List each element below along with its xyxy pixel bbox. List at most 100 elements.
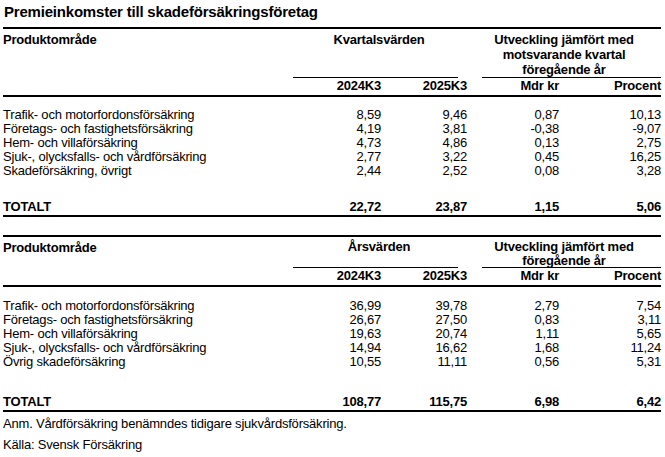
value-cell: 11,24 [559, 341, 661, 355]
table-row: Skadeförsäkring, övrigt 2,44 2,52 0,08 3… [3, 164, 661, 178]
group-header-label: Kvartalsvärden [291, 32, 467, 47]
value-cell: 1,68 [467, 341, 559, 355]
total-value-cell: 23,87 [381, 200, 467, 216]
group-header-label: Utveckling jämfört med föregående år [467, 240, 661, 268]
table-row: Trafik- och motorfordonsförsäkring 8,59 … [3, 108, 661, 122]
value-cell: 3,28 [559, 164, 661, 178]
rule-under-change-group [482, 77, 661, 78]
group-header-change: Utveckling jämfört med föregående år [467, 236, 661, 268]
table-header-row: Produktområde Årsvärden Utveckling jämfö… [3, 236, 661, 268]
product-cell: Trafik- och motorfordonsförsäkring [3, 299, 291, 313]
total-value-cell: 6,42 [559, 395, 661, 411]
value-cell: 5,31 [559, 355, 661, 369]
product-cell: Skadeförsäkring, övrigt [3, 164, 291, 178]
value-cell: 36,99 [291, 299, 381, 313]
rule-under-values-group [293, 77, 458, 78]
total-row: TOTALT 22,72 23,87 1,15 5,06 [3, 200, 661, 216]
product-cell: Företags- och fastighetsförsäkring [3, 313, 291, 327]
product-column-header: Produktområde [3, 28, 291, 78]
group-header-change: Utveckling jämfört med motsvarande kvart… [467, 28, 661, 78]
value-cell: 14,94 [291, 341, 381, 355]
value-cell: 3,11 [559, 313, 661, 327]
total-value-cell: 108,77 [291, 395, 381, 411]
column-header-2024k3: 2024K3 [291, 268, 381, 286]
value-cell: 0,08 [467, 164, 559, 178]
total-value-cell: 115,75 [381, 395, 467, 411]
product-cell: Sjuk-, olycksfalls- och vårdförsäkring [3, 150, 291, 164]
value-cell: 4,19 [291, 122, 381, 136]
value-cell: 4,86 [381, 136, 467, 150]
table-row: Hem- och villaförsäkring 4,73 4,86 0,13 … [3, 136, 661, 150]
value-cell: 39,78 [381, 299, 467, 313]
empty-cell [3, 78, 291, 96]
value-cell: 7,54 [559, 299, 661, 313]
value-cell: -9,07 [559, 122, 661, 136]
value-cell: 4,73 [291, 136, 381, 150]
value-cell: 16,62 [381, 341, 467, 355]
product-cell: Företags- och fastighetsförsäkring [3, 122, 291, 136]
value-cell: 2,75 [559, 136, 661, 150]
rule-under-change-group [482, 267, 661, 268]
column-header-2025k3: 2025K3 [381, 268, 467, 286]
value-cell: 0,83 [467, 313, 559, 327]
value-cell: 3,81 [381, 122, 467, 136]
value-cell: 26,67 [291, 313, 381, 327]
table-row: Företags- och fastighetsförsäkring 26,67… [3, 313, 661, 327]
value-cell: 9,46 [381, 108, 467, 122]
product-cell: Övrig skadeförsäkring [3, 355, 291, 369]
footnote-source: Källa: Svensk Försäkring [3, 437, 142, 452]
rule-under-values-group [293, 267, 458, 268]
value-cell: 2,79 [467, 299, 559, 313]
value-cell: -0,38 [467, 122, 559, 136]
column-header-row: 2024K3 2025K3 Mdr kr Procent [3, 268, 661, 286]
quarterly-values-table: Produktområde Kvartalsvärden Utveckling … [3, 27, 661, 217]
group-header-quarterly-values: Kvartalsvärden [291, 28, 467, 78]
value-cell: 0,13 [467, 136, 559, 150]
group-header-label: Utveckling jämfört med motsvarande kvart… [467, 32, 661, 77]
total-value-cell: 5,06 [559, 200, 661, 216]
value-cell: 2,52 [381, 164, 467, 178]
value-cell: 0,45 [467, 150, 559, 164]
spacer-row [3, 369, 661, 395]
value-cell: 2,77 [291, 150, 381, 164]
group-header-annual-values: Årsvärden [291, 236, 467, 268]
value-cell: 5,65 [559, 327, 661, 341]
total-value-cell: 22,72 [291, 200, 381, 216]
product-cell: Trafik- och motorfordonsförsäkring [3, 108, 291, 122]
group-header-label: Årsvärden [291, 240, 467, 254]
column-header-2025k3: 2025K3 [381, 78, 467, 96]
value-cell: 1,11 [467, 327, 559, 341]
column-header-procent: Procent [559, 78, 661, 96]
value-cell: 16,25 [559, 150, 661, 164]
total-value-cell: 6,98 [467, 395, 559, 411]
spacer-row [3, 178, 661, 200]
column-header-row: 2024K3 2025K3 Mdr kr Procent [3, 78, 661, 96]
product-cell: Sjuk-, olycksfalls- och vårdförsäkring [3, 341, 291, 355]
value-cell: 20,74 [381, 327, 467, 341]
column-header-mdr-kr: Mdr kr [467, 78, 559, 96]
value-cell: 10,13 [559, 108, 661, 122]
table-header-row: Produktområde Kvartalsvärden Utveckling … [3, 28, 661, 78]
product-cell: Hem- och villaförsäkring [3, 327, 291, 341]
annual-values-table: Produktområde Årsvärden Utveckling jämfö… [3, 235, 661, 412]
column-header-procent: Procent [559, 268, 661, 286]
value-cell: 11,11 [381, 355, 467, 369]
value-cell: 27,50 [381, 313, 467, 327]
table-row: Trafik- och motorfordonsförsäkring 36,99… [3, 299, 661, 313]
product-cell: Hem- och villaförsäkring [3, 136, 291, 150]
footnote-note: Anm. Vårdförsäkring benämndes tidigare s… [3, 416, 347, 431]
column-header-2024k3: 2024K3 [291, 78, 381, 96]
table-row: Övrig skadeförsäkring 10,55 11,11 0,56 5… [3, 355, 661, 369]
column-header-mdr-kr: Mdr kr [467, 268, 559, 286]
value-cell: 8,59 [291, 108, 381, 122]
value-cell: 0,87 [467, 108, 559, 122]
total-value-cell: 1,15 [467, 200, 559, 216]
total-label: TOTALT [3, 395, 291, 411]
total-label: TOTALT [3, 200, 291, 216]
value-cell: 19,63 [291, 327, 381, 341]
table-row: Företags- och fastighetsförsäkring 4,19 … [3, 122, 661, 136]
table-row: Hem- och villaförsäkring 19,63 20,74 1,1… [3, 327, 661, 341]
value-cell: 3,22 [381, 150, 467, 164]
table-row: Sjuk-, olycksfalls- och vårdförsäkring 1… [3, 341, 661, 355]
value-cell: 10,55 [291, 355, 381, 369]
